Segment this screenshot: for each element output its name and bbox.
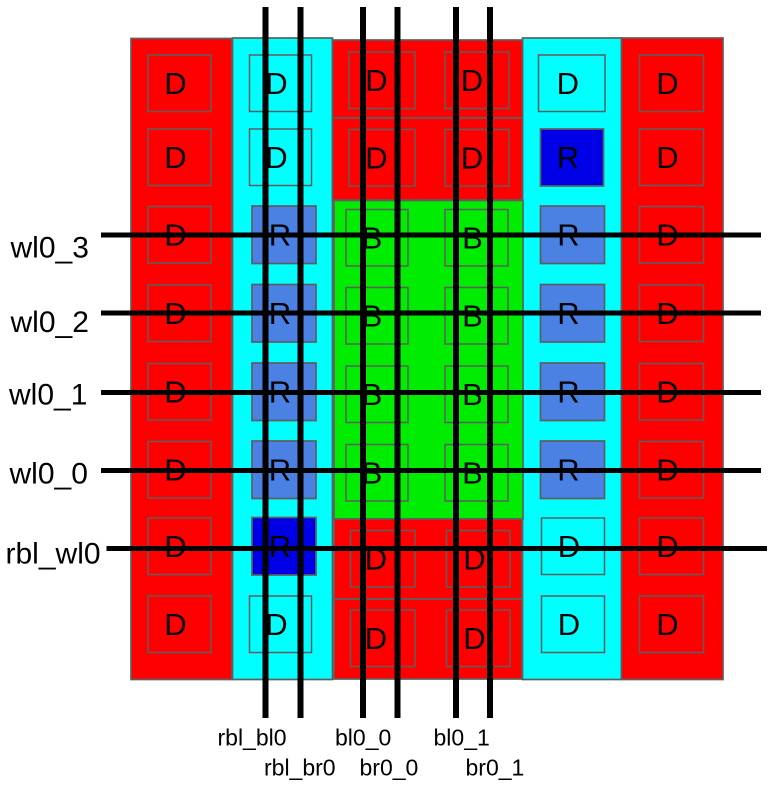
svg-text:D: D [265, 66, 287, 101]
svg-text:D: D [558, 607, 580, 642]
svg-text:rbl_br0: rbl_br0 [264, 755, 336, 781]
svg-text:D: D [461, 63, 483, 98]
svg-text:D: D [656, 66, 678, 101]
svg-text:D: D [463, 621, 485, 656]
svg-text:rbl_wl0: rbl_wl0 [6, 537, 101, 570]
svg-text:wl0_1: wl0_1 [8, 379, 87, 412]
svg-text:br0_0: br0_0 [360, 755, 419, 781]
svg-text:bl0_1: bl0_1 [434, 724, 490, 750]
svg-text:bl0_0: bl0_0 [335, 724, 391, 750]
svg-text:D: D [265, 140, 287, 175]
svg-text:D: D [164, 607, 186, 642]
svg-text:D: D [365, 621, 387, 656]
svg-text:wl0_3: wl0_3 [10, 232, 89, 265]
svg-text:B: B [362, 299, 383, 334]
svg-text:B: B [362, 221, 383, 256]
svg-text:D: D [164, 140, 186, 175]
svg-text:D: D [365, 141, 387, 176]
svg-text:D: D [461, 141, 483, 176]
svg-text:wl0_0: wl0_0 [9, 458, 88, 491]
svg-text:D: D [164, 66, 186, 101]
svg-text:br0_1: br0_1 [466, 755, 525, 781]
svg-text:B: B [462, 299, 483, 334]
svg-text:D: D [265, 607, 287, 642]
svg-text:R: R [557, 140, 579, 175]
svg-text:D: D [656, 607, 678, 642]
svg-text:B: B [462, 221, 483, 256]
svg-text:wl0_2: wl0_2 [10, 306, 89, 339]
svg-text:D: D [365, 63, 387, 98]
svg-text:rbl_bl0: rbl_bl0 [218, 724, 287, 750]
svg-text:D: D [557, 66, 579, 101]
svg-text:D: D [656, 140, 678, 175]
